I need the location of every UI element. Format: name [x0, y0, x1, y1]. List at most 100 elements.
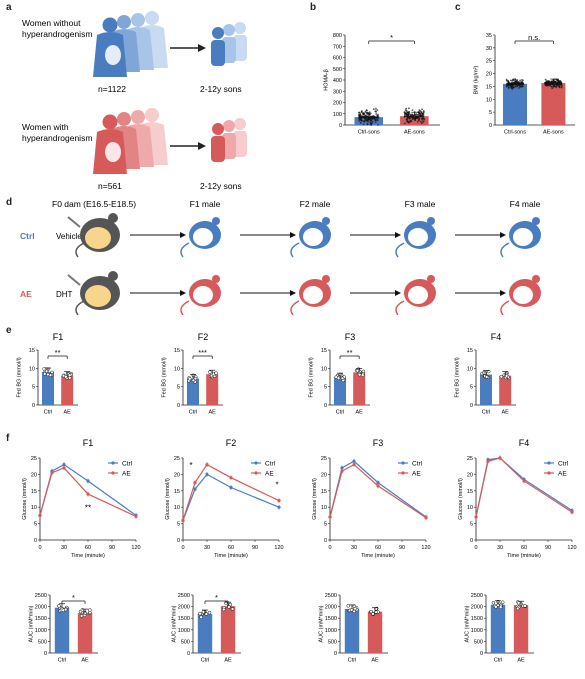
x-axis-label: Time (minute): [214, 553, 248, 559]
bar-Ctrl-sons: [354, 117, 383, 125]
y-tick-label: 20: [486, 72, 492, 78]
data-point: [408, 107, 410, 110]
series-line-Ctrl: [182, 473, 280, 521]
mouse-icon: [500, 275, 541, 315]
data-point: [511, 80, 514, 82]
data-point: [363, 112, 366, 115]
data-point: [207, 610, 212, 615]
data-point: [346, 604, 350, 608]
data-point: [419, 120, 422, 123]
data-point: [374, 119, 376, 121]
panel-a: Women without hyperandrogenism n=1122 2-…: [22, 11, 247, 191]
data-point: [559, 80, 561, 83]
y-tick-label: 0: [177, 403, 180, 409]
mouse-icon: [290, 275, 331, 315]
mouse-belly: [513, 286, 533, 304]
mouse-belly: [408, 228, 428, 246]
y-tick-label: 0: [334, 651, 337, 657]
panel-b-chart: 0 100 200 300 400 500 600 700 800 HOMA-β Ctrl-sons…: [323, 33, 440, 136]
data-point: [362, 120, 365, 123]
y-tick-label: 5: [470, 385, 473, 391]
y-tick-label: 10: [486, 97, 492, 103]
data-point: [516, 601, 521, 605]
y-tick-label: 0: [324, 538, 327, 544]
data-point: [413, 117, 416, 120]
y-tick-label: 1500: [471, 616, 483, 622]
y-tick-label: 2000: [35, 605, 47, 611]
women-figures-ctrl-icon: [93, 11, 168, 77]
data-point: [511, 88, 514, 90]
data-point: [371, 120, 374, 123]
data-point: [557, 82, 560, 85]
x-tick-label: AE: [209, 410, 217, 416]
data-point: [366, 109, 368, 112]
data-point: [518, 81, 521, 84]
y-tick-label: 10: [467, 366, 473, 372]
data-point: [405, 118, 408, 121]
data-point: [521, 79, 523, 81]
mouse-tail: [395, 242, 405, 258]
y-tick-label: 15: [174, 489, 180, 495]
gen-arrowhead: [395, 290, 401, 296]
data-point: [404, 109, 407, 111]
mouse-belly: [85, 227, 111, 249]
x-tick-label: Ctrl: [348, 658, 357, 664]
data-point: [504, 374, 509, 378]
gen-arrowhead: [500, 290, 506, 296]
syringe-icon: [67, 274, 81, 286]
x-tick-label: 120: [421, 545, 430, 551]
data-point: [359, 122, 362, 124]
mouse-tail: [75, 242, 85, 258]
y-tick-label: 0: [470, 538, 473, 544]
sig-label: **: [55, 348, 61, 357]
data-point: [63, 607, 68, 612]
mouse-belly: [513, 228, 533, 246]
y-tick-label: 0: [177, 538, 180, 544]
data-point: [88, 608, 92, 612]
y-tick-label: 2500: [178, 593, 190, 599]
data-point: [358, 111, 360, 114]
x-tick-label: AE: [517, 658, 525, 664]
data-point: [187, 376, 192, 381]
bar-Ctrl: [197, 614, 213, 653]
mouse-ear: [212, 217, 220, 225]
y-tick-label: 10: [31, 505, 37, 511]
y-axis-label: Fed BG (mmol/l): [161, 357, 167, 398]
y-tick-label: 5: [177, 522, 180, 528]
data-point: [193, 376, 198, 381]
y-tick-label: 700: [333, 44, 342, 50]
x-tick-label: 30: [497, 545, 503, 551]
row-label: AE: [20, 289, 32, 299]
panel-title: F2: [226, 438, 237, 448]
data-point: [555, 82, 558, 84]
data-point: [421, 108, 424, 111]
data-point: [515, 85, 518, 88]
x-tick-label: 120: [131, 545, 140, 551]
panel-label-a: a: [6, 2, 12, 13]
line-sig: *: [189, 461, 192, 470]
data-point: [365, 117, 368, 120]
data-point: [375, 110, 377, 113]
data-point: [406, 117, 409, 119]
x-tick-label: 120: [274, 545, 283, 551]
bar-Ctrl: [334, 377, 346, 405]
y-tick-label: 20: [31, 472, 37, 478]
legend-marker: [547, 461, 551, 465]
data-point: [558, 85, 561, 88]
y-tick-label: 500: [333, 67, 342, 73]
data-point: [230, 607, 235, 611]
y-tick-label: 25: [174, 456, 180, 462]
y-tick-label: 15: [467, 348, 473, 354]
y-tick-label: 10: [174, 366, 180, 372]
y-tick-label: 1000: [471, 628, 483, 634]
y-axis-label: AUC (mM*min): [464, 605, 470, 642]
mouse-tail: [290, 242, 300, 258]
data-point: [420, 111, 423, 113]
legend-marker: [254, 461, 258, 465]
y-tick-label: 25: [31, 456, 37, 462]
data-point: [377, 113, 379, 116]
group2-label-line2: hyperandrogenism: [22, 133, 92, 143]
data-point: [506, 84, 509, 87]
sig-label: ***: [198, 348, 207, 357]
data-point: [369, 121, 372, 123]
